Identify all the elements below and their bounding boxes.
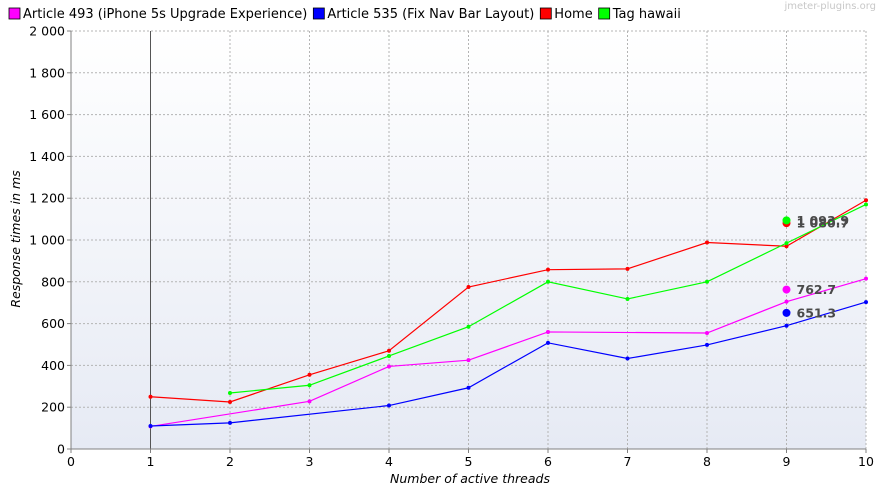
y-tick-label: 0 [57, 442, 65, 457]
legend-label: Home [554, 7, 592, 22]
data-point [387, 348, 391, 353]
data-point [546, 279, 550, 284]
data-point [307, 383, 312, 388]
y-tick-label: 1 000 [29, 233, 65, 248]
data-point [387, 364, 391, 369]
legend-swatch [598, 7, 611, 20]
data-point [546, 329, 550, 334]
series-4 [228, 202, 868, 395]
y-tick-label: 1 400 [29, 149, 65, 164]
x-tick-label: 1 [147, 454, 155, 469]
x-tick-label: 5 [465, 454, 473, 469]
data-point [784, 299, 789, 304]
y-tick-label: 1 600 [29, 107, 65, 122]
series-layer [148, 198, 868, 429]
grid [71, 30, 867, 449]
data-point [705, 240, 709, 245]
y-axis-title: Response times in ms [8, 170, 23, 308]
x-tick-label: 6 [544, 454, 552, 469]
data-point [307, 399, 312, 404]
data-point [228, 420, 232, 425]
x-tick-label: 9 [783, 454, 791, 469]
series-2 [148, 300, 868, 429]
data-point [625, 356, 630, 361]
average-points: 762.7 651.3 1 080.71 093.9 [782, 213, 850, 320]
y-tick-label: 400 [41, 358, 65, 373]
y-tick-label: 1 200 [29, 191, 65, 206]
legend-swatch [312, 7, 325, 20]
data-point [864, 202, 868, 207]
y-tick-label: 2 000 [29, 24, 65, 39]
average-point [782, 308, 791, 317]
legend-label: Article 535 (Fix Nav Bar Layout) [327, 7, 534, 22]
data-point [625, 266, 630, 271]
data-point [387, 403, 391, 408]
data-point [546, 340, 550, 345]
data-point [625, 296, 630, 301]
data-point [705, 342, 709, 347]
data-point [546, 267, 550, 272]
data-point [466, 385, 471, 390]
series-3 [148, 198, 868, 404]
data-point [864, 276, 868, 281]
x-tick-label: 8 [703, 454, 711, 469]
data-point [387, 353, 391, 358]
legend-item-2: Article 535 (Fix Nav Bar Layout) [312, 7, 534, 22]
data-point [784, 323, 789, 328]
y-tick-label: 800 [41, 274, 65, 289]
data-point [148, 424, 153, 429]
data-point [228, 390, 232, 395]
x-tick-label: 7 [624, 454, 632, 469]
average-label: 1 080.7 [797, 216, 850, 231]
data-point [307, 372, 312, 377]
data-point [864, 198, 868, 203]
series-line [150, 278, 867, 428]
data-point [864, 300, 868, 305]
data-point [705, 279, 709, 284]
data-point [784, 244, 789, 249]
average-point [782, 285, 791, 294]
average-label: 1 093.9 [797, 213, 850, 228]
x-axis-title: Number of active threads [390, 471, 550, 486]
legend-label: Tag hawaii [612, 7, 681, 22]
x-tick-label: 3 [306, 454, 314, 469]
series-line [150, 199, 867, 403]
watermark: jmeter-plugins.org [783, 1, 876, 12]
legend-item-1: Article 493 (iPhone 5s Upgrade Experienc… [8, 7, 307, 22]
x-tick-label: 0 [67, 454, 75, 469]
legend-swatch [539, 7, 552, 20]
y-tick-label: 600 [41, 316, 65, 331]
x-tick-label: 2 [226, 454, 234, 469]
average-point [782, 216, 791, 225]
legend-item-3: Home [539, 7, 593, 22]
legend: Article 493 (iPhone 5s Upgrade Experienc… [8, 7, 681, 22]
data-point [148, 394, 153, 399]
average-label: 762.7 [797, 282, 837, 297]
legend-label: Article 493 (iPhone 5s Upgrade Experienc… [23, 7, 307, 22]
axes: 0 1 2 3 4 5 6 7 8 9 10 0 200 400 600 800 1 000 1 200 1 400… [29, 24, 874, 470]
data-point [784, 241, 789, 246]
legend-item-4: Tag hawaii [598, 7, 681, 22]
data-point [705, 331, 709, 336]
x-tick-label: 4 [385, 454, 393, 469]
data-point [466, 285, 471, 290]
data-point [228, 399, 232, 404]
x-tick-label: 10 [858, 454, 874, 469]
y-tick-label: 200 [41, 400, 65, 415]
data-point [466, 324, 471, 329]
data-point [466, 358, 471, 363]
legend-swatch [8, 7, 21, 20]
average-label: 651.3 [797, 305, 837, 320]
y-tick-label: 1 800 [29, 65, 65, 80]
